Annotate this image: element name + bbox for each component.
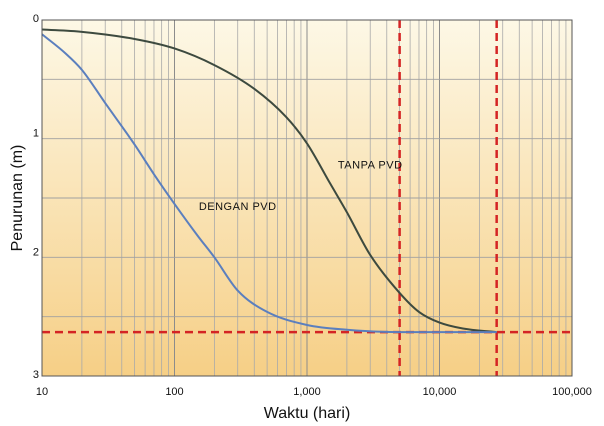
y-tick-label: 2	[33, 246, 39, 258]
y-tick-label: 1	[33, 128, 39, 140]
x-tick-label: 100	[165, 386, 183, 398]
grid-lines	[42, 20, 572, 376]
y-axis-title: Penurunan (m)	[9, 145, 26, 252]
series-lines	[41, 28, 497, 334]
y-tick-labels: 0 1 2 3	[33, 13, 39, 381]
y-tick-label: 0	[33, 13, 39, 25]
x-tick-label: 10,000	[423, 386, 457, 398]
plot-frame	[41, 19, 573, 377]
y-tick-label: 3	[33, 369, 39, 381]
x-axis-title: Waktu (hari)	[264, 405, 351, 422]
series-annotation-label: TANPA PVD	[338, 159, 403, 171]
series-line-dengan-pvd	[41, 33, 497, 334]
x-tick-label: 10	[36, 386, 48, 398]
x-tick-label: 100,000	[552, 386, 592, 398]
series-annotation-label: DENGAN PVD	[199, 201, 277, 213]
series-line-tanpa-pvd	[41, 28, 497, 334]
x-tick-labels: 10 100 1,000 10,000 100,000	[36, 386, 592, 398]
series-annotations: TANPA PVD DENGAN PVD	[199, 159, 403, 213]
reference-lines	[42, 20, 572, 376]
x-tick-label: 1,000	[293, 386, 321, 398]
